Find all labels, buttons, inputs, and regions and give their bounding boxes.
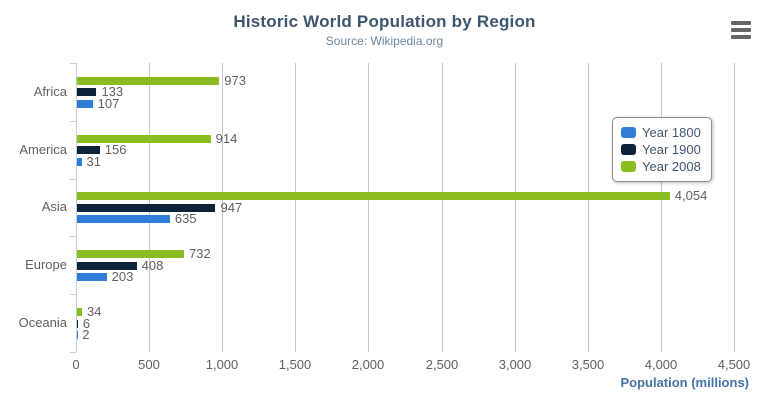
legend-item-year-1900[interactable]: Year 1900 bbox=[621, 141, 701, 158]
category-axis-tick bbox=[70, 63, 76, 64]
bar-year-1800-asia[interactable] bbox=[77, 215, 170, 224]
category-axis-tick bbox=[70, 121, 76, 122]
category-label: Oceania bbox=[18, 315, 67, 331]
legend-item-year-1800[interactable]: Year 1800 bbox=[621, 124, 701, 141]
category-axis-tick bbox=[70, 294, 76, 295]
hamburger-menu-icon bbox=[731, 35, 751, 39]
gridline bbox=[515, 63, 516, 352]
bar-value-label: 6 bbox=[82, 315, 91, 331]
bar-value-label: 408 bbox=[141, 257, 164, 273]
x-tick-label: 2,500 bbox=[425, 357, 459, 372]
x-tick-label: 4,000 bbox=[644, 357, 678, 372]
gridline bbox=[368, 63, 369, 352]
x-tick-label: 500 bbox=[138, 357, 160, 372]
bar-value-label: 4,054 bbox=[674, 188, 708, 204]
gridline bbox=[222, 63, 223, 352]
category-label: America bbox=[19, 141, 67, 157]
category-band-asia: Asia 4,054 947 635 bbox=[42, 179, 734, 237]
gridline bbox=[661, 63, 662, 352]
bar-year-1800-europe[interactable] bbox=[77, 273, 107, 282]
category-axis-line bbox=[76, 63, 77, 352]
legend-swatch-icon bbox=[621, 127, 636, 138]
bar-value-label: 973 bbox=[224, 72, 246, 88]
category-label: Africa bbox=[33, 83, 67, 99]
category-axis-tick bbox=[70, 236, 76, 237]
category-band-europe: Europe 732 408 203 bbox=[25, 236, 734, 294]
hamburger-menu-icon bbox=[731, 21, 751, 25]
gridline bbox=[442, 63, 443, 352]
bar-value-label: 156 bbox=[104, 142, 127, 158]
bar-year-2008-africa[interactable] bbox=[77, 76, 220, 85]
bar-value-label: 133 bbox=[101, 84, 124, 100]
bar-year-1800-africa[interactable] bbox=[77, 99, 93, 108]
legend-label: Year 1800 bbox=[642, 125, 701, 140]
category-band-oceania: Oceania 34 6 2 bbox=[19, 294, 734, 352]
hamburger-menu-icon bbox=[731, 28, 751, 32]
x-tick-label: 3,000 bbox=[498, 357, 532, 372]
category-axis-tick bbox=[70, 179, 76, 180]
bar-year-1800-oceania[interactable] bbox=[77, 331, 78, 340]
chart-title: Historic World Population by Region bbox=[233, 12, 536, 31]
x-tick-label: 1,000 bbox=[205, 357, 239, 372]
gridline bbox=[295, 63, 296, 352]
legend-item-year-2008[interactable]: Year 2008 bbox=[621, 158, 701, 175]
plot-area: Africa 973 133 107 America 914 156 31 Asia 4,054 9… bbox=[19, 63, 735, 353]
bar-value-label: 34 bbox=[86, 304, 102, 320]
bar-year-1900-asia[interactable] bbox=[77, 203, 216, 212]
x-tick-label: 3,500 bbox=[571, 357, 605, 372]
legend-swatch-icon bbox=[621, 144, 636, 155]
chart-subtitle: Source: Wikipedia.org bbox=[325, 34, 444, 48]
category-label: Europe bbox=[25, 257, 67, 273]
bar-year-1900-europe[interactable] bbox=[77, 261, 137, 270]
bar-value-label: 635 bbox=[174, 211, 197, 227]
x-tick-label: 2,000 bbox=[351, 357, 385, 372]
bar-year-1800-america[interactable] bbox=[77, 157, 82, 166]
bar-value-label: 31 bbox=[86, 153, 101, 169]
x-axis-title: Population (millions) bbox=[620, 375, 749, 390]
bar-year-2008-oceania[interactable] bbox=[77, 308, 82, 317]
bar-year-2008-america[interactable] bbox=[77, 134, 211, 143]
category-band-america: America 914 156 31 bbox=[19, 121, 734, 179]
bar-year-1900-oceania[interactable] bbox=[77, 319, 78, 328]
bar-value-label: 107 bbox=[97, 95, 120, 111]
bar-year-2008-asia[interactable] bbox=[77, 192, 670, 201]
bar-value-label: 2 bbox=[82, 327, 90, 343]
bar-year-1900-america[interactable] bbox=[77, 146, 100, 155]
legend-label: Year 2008 bbox=[642, 159, 701, 174]
x-tick-label: 4,500 bbox=[717, 357, 751, 372]
x-tick-label: 1,500 bbox=[278, 357, 312, 372]
category-label: Asia bbox=[41, 199, 67, 215]
legend-label: Year 1900 bbox=[642, 142, 701, 157]
bar-value-label: 203 bbox=[111, 269, 134, 285]
gridline bbox=[588, 63, 589, 352]
bar-value-label: 947 bbox=[220, 199, 243, 215]
category-axis-tick bbox=[70, 352, 76, 353]
bar-year-2008-europe[interactable] bbox=[77, 250, 185, 259]
bar-value-label: 914 bbox=[215, 130, 238, 146]
bar-year-1900-africa[interactable] bbox=[77, 88, 97, 97]
x-tick-label: 0 bbox=[72, 357, 80, 372]
legend-swatch-icon bbox=[621, 161, 636, 172]
gridline bbox=[734, 63, 735, 352]
legend: Year 1800 Year 1900 Year 2008 bbox=[612, 117, 712, 182]
export-menu-button[interactable] bbox=[731, 21, 751, 39]
category-band-africa: Africa 973 133 107 bbox=[34, 63, 734, 121]
bar-value-label: 732 bbox=[189, 246, 211, 262]
